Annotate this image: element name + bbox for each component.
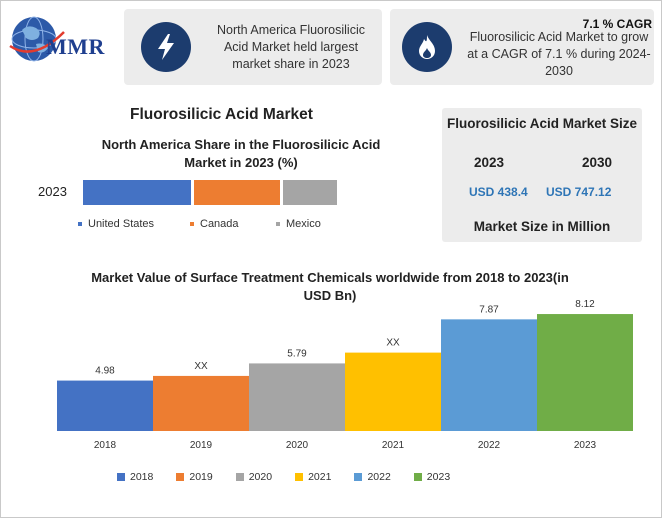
cagr-text: Fluorosilicic Acid Market to grow at a C…: [467, 30, 651, 78]
share-chart-category-label: 2023: [38, 184, 67, 199]
market-size-value-2030: USD 747.12: [546, 185, 612, 199]
logo-text: MMR: [46, 34, 105, 59]
market-size-box: Fluorosilicic Acid Market Size 2023 2030…: [442, 108, 642, 242]
flame-icon: [402, 22, 452, 72]
x-tick-2020: 2020: [286, 440, 309, 451]
bar-2023: [537, 314, 633, 431]
legend-swatch: [190, 222, 194, 226]
x-tick-2023: 2023: [574, 440, 597, 451]
legend-label: 2022: [367, 471, 391, 483]
market-size-title: Fluorosilicic Acid Market Size: [446, 116, 638, 131]
data-label-2019: XX: [194, 361, 208, 372]
legend-item-2022: 2022: [354, 471, 391, 483]
share-bar-mexico: [283, 180, 338, 205]
share-bar-canada: [194, 180, 281, 205]
legend-item-2019: 2019: [176, 471, 213, 483]
share-legend-label: Mexico: [286, 218, 321, 230]
bar-2021: [345, 352, 441, 431]
market-size-year-2030: 2030: [582, 155, 613, 170]
legend-swatch: [295, 473, 304, 481]
north-america-share-text: North America Fluorosilicic Acid Market …: [217, 23, 365, 71]
legend-swatch: [413, 473, 422, 481]
bar-2022: [441, 319, 537, 431]
market-size-footer: Market Size in Million: [473, 219, 611, 234]
share-legend-item: United States: [78, 218, 154, 230]
legend-swatch: [235, 473, 244, 481]
share-chart-title: North America Share in the Fluorosilicic…: [101, 137, 381, 170]
bar-2019: [153, 375, 249, 431]
share-legend-item: Mexico: [276, 218, 321, 230]
data-label-2018: 4.98: [95, 366, 115, 377]
legend-label: 2021: [308, 471, 332, 483]
x-tick-2021: 2021: [382, 440, 405, 451]
share-legend-item: Canada: [190, 218, 239, 230]
data-label-2023: 8.12: [575, 300, 595, 310]
x-tick-2022: 2022: [478, 440, 501, 451]
north-america-share-card: North America Fluorosilicic Acid Market …: [124, 9, 382, 85]
share-legend-label: United States: [88, 218, 155, 230]
lightning-bolt-icon: [141, 22, 191, 72]
legend-swatch: [276, 222, 280, 226]
bar-2018: [57, 380, 153, 431]
legend-item-2021: 2021: [295, 471, 331, 483]
cagr-title: 7.1 % CAGR: [582, 17, 652, 31]
x-tick-2018: 2018: [94, 440, 117, 451]
legend-item-2023: 2023: [413, 471, 451, 483]
legend-swatch: [354, 473, 363, 481]
legend-label: 2023: [426, 471, 451, 483]
bar-2020: [249, 363, 345, 431]
legend-label: 2019: [189, 471, 213, 483]
legend-swatch: [176, 473, 185, 481]
market-size-value-2023: USD 438.4: [469, 185, 528, 199]
share-bar-united-states: [83, 180, 191, 205]
legend-swatch: [78, 222, 82, 226]
x-tick-2019: 2019: [190, 440, 213, 451]
data-label-2021: XX: [386, 338, 400, 349]
data-label-2022: 7.87: [479, 304, 499, 315]
legend-item-2018: 2018: [117, 471, 153, 483]
market-size-year-2023: 2023: [474, 155, 505, 170]
surface-chart-legend: 2018 2019 2020 2021 2022 2023: [117, 471, 473, 483]
surface-chart-title: Market Value of Surface Treatment Chemic…: [91, 270, 569, 303]
surface-chart: 4.98 2018 XX 2019 5.79 2020 XX 2021 7.87 2022 8.12…: [57, 300, 633, 451]
mmr-logo: MMR: [8, 10, 124, 68]
cagr-card: 7.1 % CAGR Fluorosilicic Acid Market to …: [390, 9, 654, 85]
legend-item-2020: 2020: [235, 471, 273, 483]
share-legend-label: Canada: [200, 218, 239, 230]
legend-label: 2020: [248, 471, 273, 483]
legend-label: 2018: [130, 471, 154, 483]
globe-icon: [9, 16, 65, 62]
main-title: Fluorosilicic Acid Market: [130, 106, 313, 123]
legend-swatch: [117, 473, 125, 481]
data-label-2020: 5.79: [287, 348, 307, 359]
